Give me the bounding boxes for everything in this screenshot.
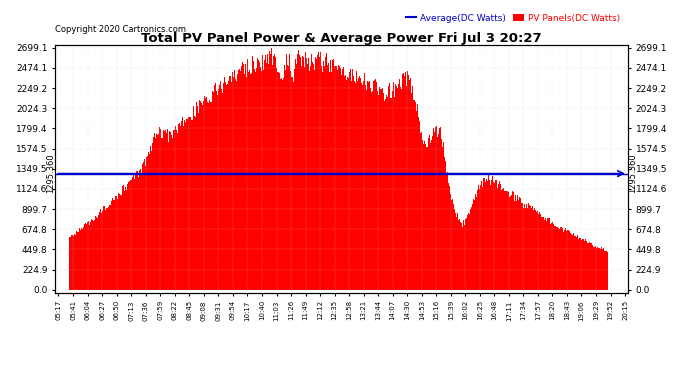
Title: Total PV Panel Power & Average Power Fri Jul 3 20:27: Total PV Panel Power & Average Power Fri… bbox=[141, 32, 542, 45]
Text: Copyright 2020 Cartronics.com: Copyright 2020 Cartronics.com bbox=[55, 25, 186, 34]
Legend: Average(DC Watts), PV Panels(DC Watts): Average(DC Watts), PV Panels(DC Watts) bbox=[402, 10, 623, 26]
Text: 1295.360: 1295.360 bbox=[629, 154, 638, 194]
Text: 1295.360: 1295.360 bbox=[46, 154, 55, 194]
